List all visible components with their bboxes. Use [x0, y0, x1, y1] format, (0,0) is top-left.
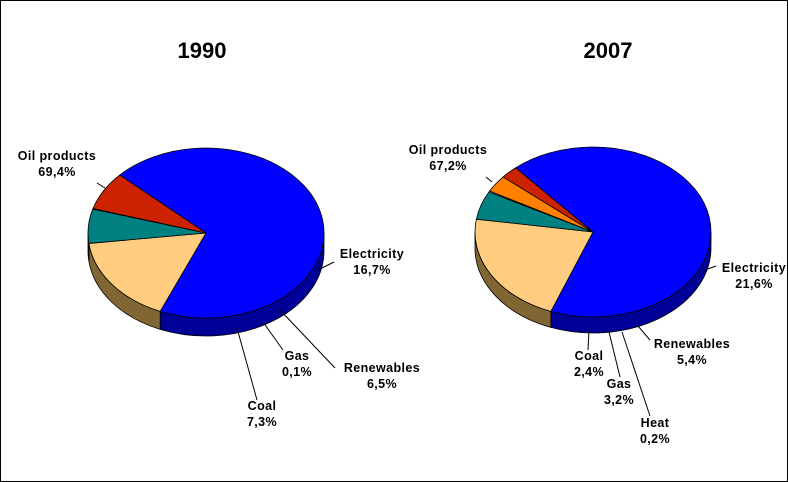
pie-slice-oil-products-1990 — [119, 147, 325, 319]
leader-line-heat-2007 — [621, 331, 651, 417]
leader-line-coal-1990 — [236, 327, 258, 401]
pie-slice-coal-1990 — [92, 174, 207, 234]
pie-2007: 2007 Oil products 67,2% Electricity 21,6% Ren… — [409, 38, 786, 446]
slice-value-electricity-1990: 16,7% — [353, 263, 390, 277]
leader-line-oil-products-1990 — [96, 182, 106, 189]
slice-label-coal-1990: Coal — [248, 399, 277, 413]
slice-label-oil-products-2007: Oil products — [409, 143, 487, 157]
slice-label-electricity-2007: Electricity — [722, 261, 786, 275]
slice-label-renewables-1990: Renewables — [344, 361, 420, 375]
leader-line-coal-2007 — [587, 329, 590, 351]
slice-label-oil-products-1990: Oil products — [18, 149, 96, 163]
slice-value-renewables-1990: 6,5% — [367, 377, 397, 391]
slice-value-oil-products-2007: 67,2% — [429, 159, 466, 173]
leader-line-renewables-2007 — [637, 325, 651, 341]
slice-value-gas-1990: 0,1% — [282, 365, 312, 379]
slice-value-oil-products-1990: 69,4% — [38, 165, 75, 179]
pie-1990: 1990 Oil products 69,4% Electricity 16,7% Ren… — [18, 38, 420, 429]
slice-label-coal-2007: Coal — [575, 349, 604, 363]
slice-value-coal-2007: 2,4% — [574, 365, 604, 379]
pie-slice-oil-products-2007 — [515, 146, 712, 318]
slice-value-electricity-2007: 21,6% — [735, 277, 772, 291]
slice-label-heat-2007: Heat — [641, 416, 670, 430]
leader-line-electricity-1990 — [317, 261, 335, 271]
slice-value-heat-2007: 0,2% — [640, 432, 670, 446]
pie-slice-coal-2007 — [502, 167, 594, 233]
leader-line-electricity-2007 — [704, 265, 717, 271]
leader-line-gas-2007 — [608, 331, 621, 378]
pie-slice-electricity-2007 — [474, 218, 594, 312]
chart-title-2007: 2007 — [584, 38, 633, 63]
slice-value-coal-1990: 7,3% — [247, 415, 277, 429]
slice-label-electricity-1990: Electricity — [340, 247, 404, 261]
slice-value-gas-2007: 3,2% — [604, 393, 634, 407]
slice-value-renewables-2007: 5,4% — [677, 353, 707, 367]
leader-line-renewables-1990 — [279, 309, 336, 369]
slice-label-gas-1990: Gas — [285, 349, 310, 363]
chart-title-1990: 1990 — [178, 38, 227, 63]
leader-line-gas-1990 — [262, 321, 284, 351]
slice-label-gas-2007: Gas — [607, 377, 632, 391]
leader-line-oil-products-2007 — [485, 176, 493, 183]
slice-label-renewables-2007: Renewables — [654, 337, 730, 351]
pie-slice-electricity-1990 — [88, 232, 207, 312]
